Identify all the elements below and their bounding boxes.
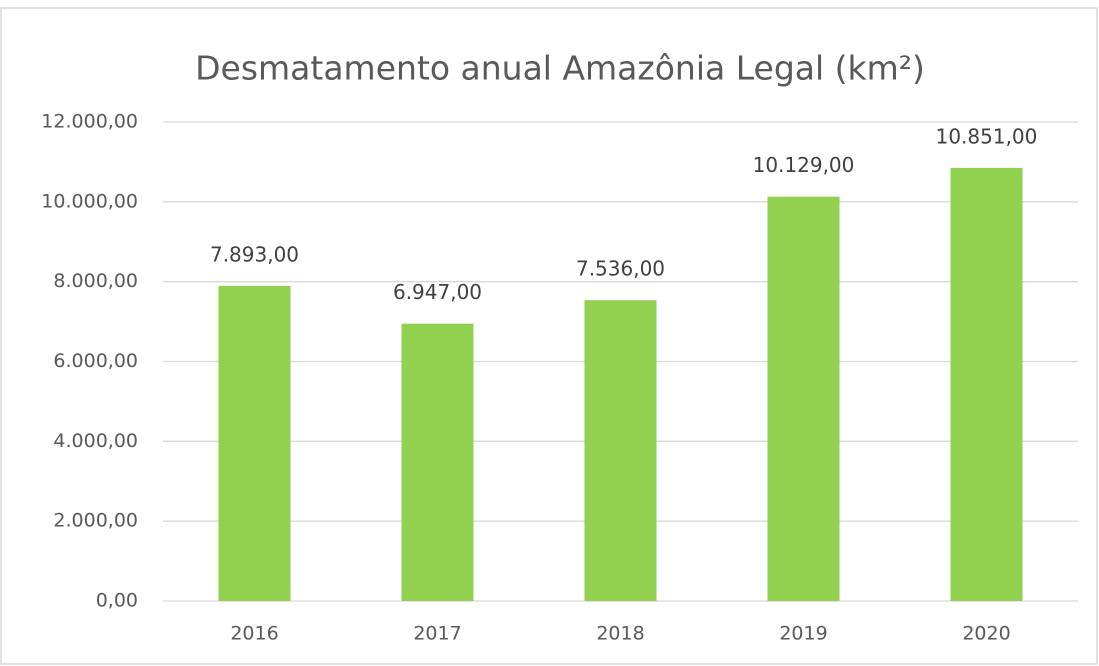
bar (767, 196, 840, 601)
y-tick-label: 2.000,00 (53, 510, 138, 532)
chart-title: Desmatamento anual Amazônia Legal (km²) (195, 49, 925, 88)
value-label: 7.893,00 (210, 242, 299, 266)
y-tick-label: 10.000,00 (41, 190, 138, 212)
chart-frame (0, 7, 1098, 665)
x-tick-label: 2018 (596, 623, 644, 645)
y-tick-label: 12.000,00 (41, 111, 138, 133)
bar (584, 300, 657, 601)
bar (950, 167, 1023, 601)
value-label: 7.536,00 (576, 257, 665, 281)
y-tick-label: 0,00 (96, 590, 138, 612)
x-tick-label: 2019 (779, 623, 827, 645)
y-tick-label: 4.000,00 (53, 430, 138, 452)
x-tick-label: 2016 (230, 623, 278, 645)
x-tick-label: 2017 (413, 623, 461, 645)
value-label: 10.851,00 (936, 124, 1038, 148)
y-tick-label: 8.000,00 (53, 270, 138, 292)
value-label: 10.129,00 (753, 153, 855, 177)
x-tick-label: 2020 (962, 623, 1010, 645)
bar (401, 323, 474, 601)
value-label: 6.947,00 (393, 280, 482, 304)
y-tick-label: 6.000,00 (53, 350, 138, 372)
bar (218, 285, 291, 601)
